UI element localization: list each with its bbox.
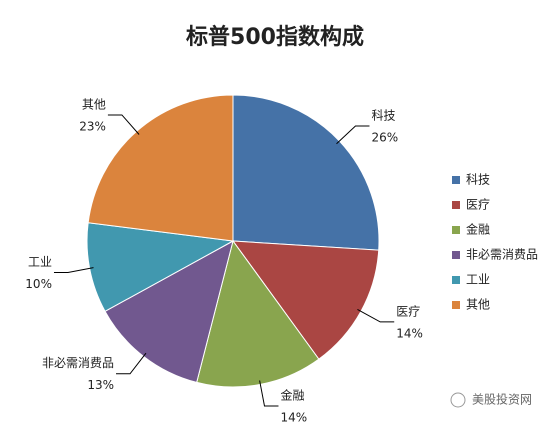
legend-swatch [452, 226, 460, 234]
legend-label: 其他 [466, 298, 490, 312]
data-category-label: 科技 [371, 108, 395, 122]
chart-title: 标普500指数构成 [186, 24, 364, 50]
leader-line [116, 352, 147, 375]
legend-swatch [452, 301, 460, 309]
data-label: 14% [280, 411, 307, 425]
watermark-icon [450, 392, 466, 408]
legend-label: 科技 [466, 173, 490, 187]
data-label: 26% [371, 130, 398, 144]
data-label: 13% [87, 378, 114, 392]
leader-line [259, 380, 279, 407]
data-label: 14% [396, 326, 423, 340]
leader-line [53, 267, 94, 273]
data-category-label: 非必需消费品 [42, 356, 114, 370]
data-label: 10% [25, 277, 52, 291]
legend-label: 工业 [466, 273, 490, 287]
legend-swatch [452, 176, 460, 184]
data-category-label: 工业 [28, 255, 52, 269]
legend-swatch [452, 276, 460, 284]
legend-label: 医疗 [466, 198, 490, 212]
legend-label: 金融 [466, 222, 490, 237]
legend-swatch [452, 201, 460, 209]
data-label: 23% [79, 119, 106, 133]
data-category-label: 医疗 [396, 304, 420, 318]
watermark: 美股投资网 [472, 392, 532, 407]
leader-line [357, 308, 395, 323]
data-category-label: 金融 [280, 388, 304, 403]
leader-line [107, 114, 140, 135]
data-category-label: 其他 [82, 97, 106, 111]
legend-swatch [452, 251, 460, 259]
leader-line [336, 125, 370, 145]
legend-label: 非必需消费品 [466, 248, 538, 262]
